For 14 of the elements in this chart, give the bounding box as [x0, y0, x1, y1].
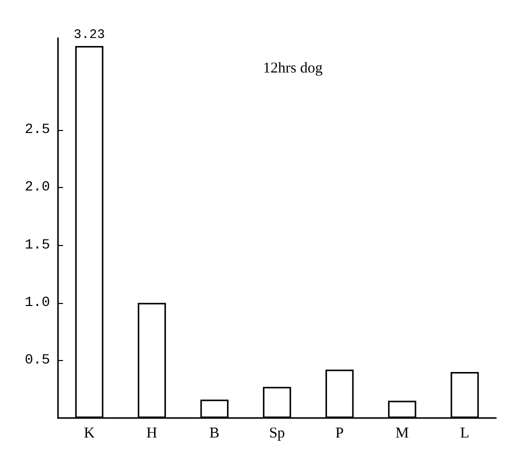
x-tick-label: M [395, 426, 409, 442]
y-tick-label: 1.5 [24, 237, 50, 254]
x-tick-label: L [460, 426, 470, 442]
x-tick-label: H [146, 426, 158, 442]
y-tick-label: 0.5 [24, 352, 50, 368]
x-tick-label: Sp [269, 426, 285, 442]
y-tick-label: 1.0 [24, 294, 50, 311]
y-tick-label: 2.0 [24, 180, 50, 196]
x-tick-label: B [209, 426, 220, 442]
x-tick-label: K [84, 426, 95, 442]
text: 12hrs dog [263, 60, 324, 76]
y-tick-label: 2.5 [24, 122, 50, 138]
x-tick-label: P [335, 426, 344, 442]
data-label: 3.23 [74, 27, 105, 42]
